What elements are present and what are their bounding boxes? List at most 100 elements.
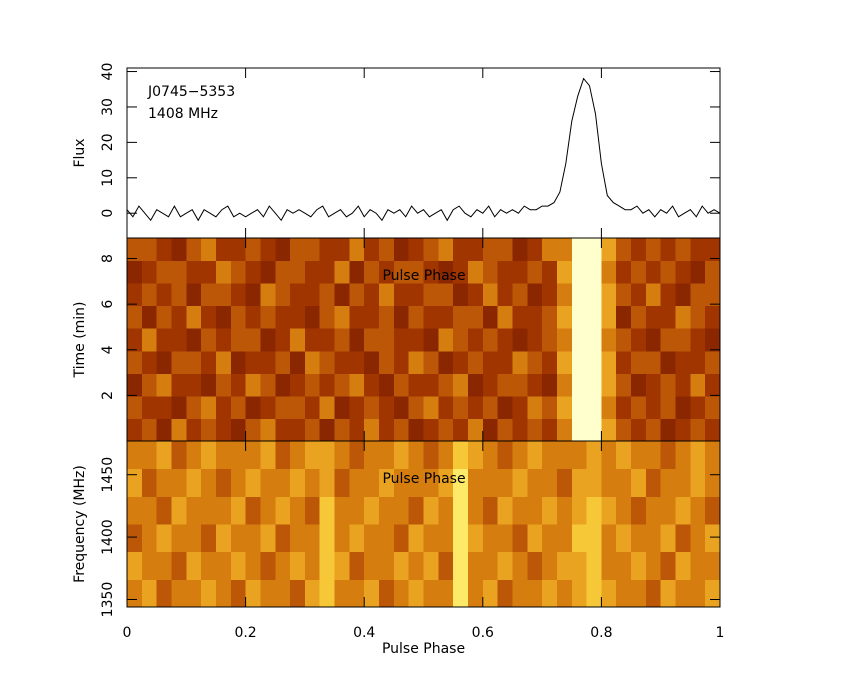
heatmap-cell bbox=[141, 328, 158, 352]
heatmap-cell bbox=[601, 468, 617, 497]
heatmap-cell bbox=[660, 283, 677, 307]
heatmap-cell bbox=[319, 395, 336, 419]
heatmap-cell bbox=[453, 350, 469, 374]
heatmap-cell bbox=[186, 350, 202, 374]
heatmap-cell bbox=[453, 524, 469, 553]
heatmap-cell bbox=[556, 395, 573, 419]
heatmap-cell bbox=[645, 496, 662, 525]
heatmap-cell bbox=[556, 468, 573, 497]
heatmap-cell bbox=[497, 418, 513, 442]
heatmap-cell bbox=[171, 579, 187, 608]
heatmap-cell bbox=[141, 283, 158, 307]
heatmap-cell bbox=[512, 496, 528, 525]
heatmap-cell bbox=[467, 579, 484, 608]
heatmap-cell bbox=[542, 418, 558, 442]
heatmap-cell bbox=[186, 283, 202, 307]
heatmap-cell bbox=[645, 350, 662, 374]
heatmap-cell bbox=[660, 441, 677, 470]
heatmap-cell bbox=[467, 441, 484, 470]
heatmap-cell bbox=[245, 551, 261, 580]
heatmap-cell bbox=[423, 579, 439, 608]
heatmap-cell bbox=[334, 551, 350, 580]
heatmap-cell bbox=[349, 418, 365, 442]
heatmap-cell bbox=[349, 238, 365, 262]
heatmap-cell bbox=[601, 238, 617, 262]
heatmap-cell bbox=[127, 579, 143, 608]
heatmap-cell bbox=[290, 283, 306, 307]
heatmap-cell bbox=[542, 283, 558, 307]
heatmap-cell bbox=[467, 305, 484, 329]
heatmap-cell bbox=[645, 238, 662, 262]
heatmap-cell bbox=[379, 283, 395, 307]
heatmap-cell bbox=[408, 395, 424, 419]
heatmap-cell bbox=[304, 418, 321, 442]
heatmap-cell bbox=[482, 260, 499, 284]
heatmap-cell bbox=[512, 468, 528, 497]
heatmap-cell bbox=[245, 418, 261, 442]
heatmap-cell bbox=[127, 305, 143, 329]
heatmap-cell bbox=[482, 441, 499, 470]
heatmap-cell bbox=[156, 418, 172, 442]
heatmap-cell bbox=[438, 350, 454, 374]
heatmap-cell bbox=[260, 260, 276, 284]
heatmap-cell bbox=[156, 395, 172, 419]
heatmap-cell bbox=[705, 524, 721, 553]
heatmap-cell bbox=[512, 328, 528, 352]
heatmap-cell bbox=[215, 468, 232, 497]
x-axis-label: Pulse Phase bbox=[382, 641, 465, 657]
heatmap-cell bbox=[230, 260, 247, 284]
heatmap-cell bbox=[408, 373, 424, 397]
heatmap-cell bbox=[645, 468, 662, 497]
heatmap-cell bbox=[586, 305, 602, 329]
heatmap-cell bbox=[304, 283, 321, 307]
heatmap-cell bbox=[201, 496, 217, 525]
heatmap-cell bbox=[215, 524, 232, 553]
heatmap-cell bbox=[616, 579, 632, 608]
heatmap-cell bbox=[230, 524, 247, 553]
y-tick-label: 1400 bbox=[100, 519, 116, 555]
heatmap-cell bbox=[319, 305, 336, 329]
heatmap-cell bbox=[364, 238, 380, 262]
heatmap-cell bbox=[304, 395, 321, 419]
heatmap-cell bbox=[453, 238, 469, 262]
heatmap-cell bbox=[631, 373, 647, 397]
heatmap-cell bbox=[423, 283, 439, 307]
heatmap-cell bbox=[127, 551, 143, 580]
heatmap-cell bbox=[364, 283, 380, 307]
heatmap-cell bbox=[705, 395, 721, 419]
heatmap-cell bbox=[705, 305, 721, 329]
heatmap-cell bbox=[379, 373, 395, 397]
heatmap-cell bbox=[482, 283, 499, 307]
heatmap-cell bbox=[127, 373, 143, 397]
heatmap-cell bbox=[601, 395, 617, 419]
heatmap-cell bbox=[571, 350, 588, 374]
heatmap-cell bbox=[408, 496, 424, 525]
heatmap-cell bbox=[319, 418, 336, 442]
heatmap-cell bbox=[156, 350, 172, 374]
heatmap-cell bbox=[215, 350, 232, 374]
heatmap-cell bbox=[319, 260, 336, 284]
heatmap-cell bbox=[453, 441, 469, 470]
heatmap-cell bbox=[616, 373, 632, 397]
heatmap-cell bbox=[393, 373, 410, 397]
heatmap-cell bbox=[705, 551, 721, 580]
heatmap-cell bbox=[230, 496, 247, 525]
heatmap-cell bbox=[705, 373, 721, 397]
heatmap-cell bbox=[156, 441, 172, 470]
heatmap-cell bbox=[393, 395, 410, 419]
heatmap-cell bbox=[705, 579, 721, 608]
heatmap-cell bbox=[482, 551, 499, 580]
heatmap-cell bbox=[364, 496, 380, 525]
heatmap-cell bbox=[527, 260, 543, 284]
heatmap-cell bbox=[290, 496, 306, 525]
heatmap-cell bbox=[215, 328, 232, 352]
heatmap-cell bbox=[245, 579, 261, 608]
heatmap-cell bbox=[260, 468, 276, 497]
heatmap-cell bbox=[542, 551, 558, 580]
heatmap-cell bbox=[690, 305, 706, 329]
heatmap-cell bbox=[127, 260, 143, 284]
heatmap-cell bbox=[275, 305, 291, 329]
heatmap-cell bbox=[571, 468, 588, 497]
heatmap-cell bbox=[230, 418, 247, 442]
heatmap-cell bbox=[645, 418, 662, 442]
